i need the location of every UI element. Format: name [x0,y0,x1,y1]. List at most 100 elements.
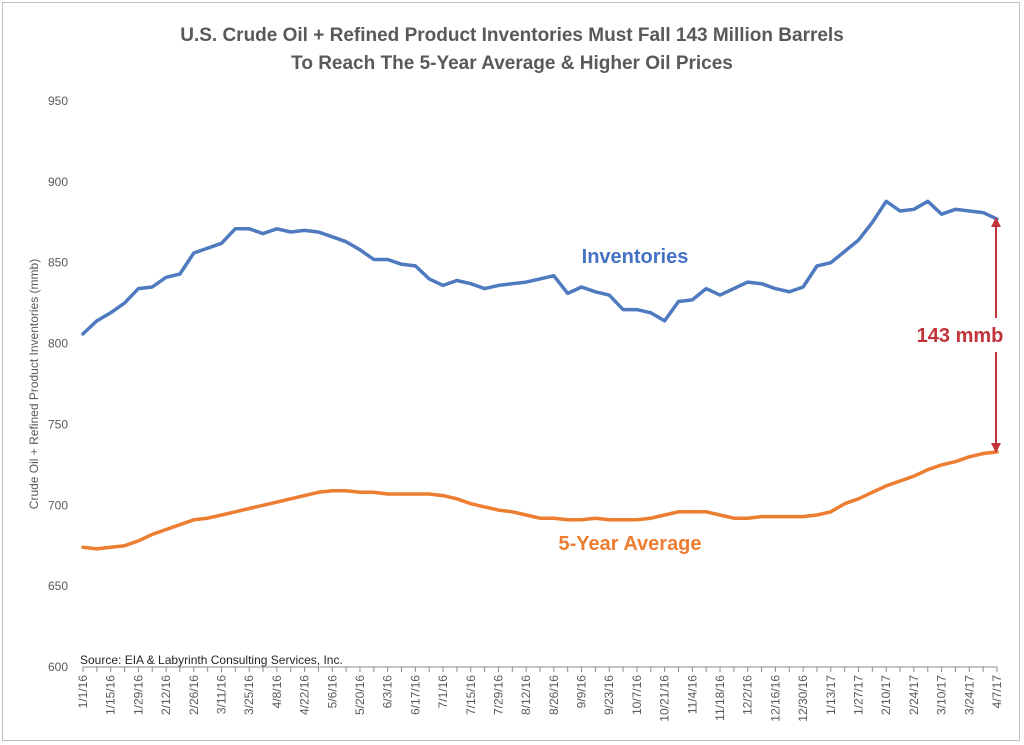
y-tick-label: 800 [48,337,68,351]
five-year-average-point [511,510,514,513]
inventories-point [95,319,99,323]
x-tick-label: 3/11/16 [214,675,228,714]
x-tick-label: 6/17/16 [408,675,422,715]
x-tick-label: 4/8/16 [270,675,284,709]
five-year-average-point [344,489,348,492]
inventories-point [732,287,736,290]
inventories-point [912,208,916,211]
five-year-average-point [428,492,431,496]
five-year-average-point [497,508,500,512]
five-year-average-point [968,455,971,458]
five-year-average-point [871,491,874,494]
inventories-point [843,250,846,253]
inventories-point [123,301,126,305]
x-tick-label: 1/29/16 [131,675,145,715]
inventories-point [344,240,348,243]
inventories-point [968,209,971,213]
five-year-average-point [566,518,569,522]
five-year-average-point [289,497,292,501]
average-series-label: 5-Year Average [558,533,701,555]
five-year-average-point [400,492,403,496]
five-year-average-point [857,497,860,501]
gap-label: 143 mmb [917,325,1004,347]
five-year-average-point [164,528,168,531]
inventories-point [995,217,999,221]
five-year-average-point [178,523,182,526]
chart-title: U.S. Crude Oil + Refined Product Invento… [0,22,1024,78]
inventories-line [81,199,999,336]
five-year-average-point [594,517,597,520]
inventories-point [81,332,85,336]
inventories-point [303,229,306,232]
inventories-point [954,208,957,211]
five-year-average-point [372,491,376,494]
five-year-average-point [441,494,445,497]
inventories-point [538,277,542,281]
inventories-point [428,277,431,281]
five-year-average-point [801,515,805,518]
five-year-average-point [469,502,472,505]
inventories-point [829,261,833,264]
inventories-point [663,319,666,323]
x-tick-label: 10/21/16 [658,675,672,722]
five-year-average-line [81,450,999,551]
chart-title-line1: U.S. Crude Oil + Refined Product Invento… [180,25,844,46]
inventories-point [178,272,182,276]
inventories-point [718,293,722,297]
inventories-point [469,282,472,285]
x-tick-label: 4/7/17 [990,675,1004,709]
inventories-point [815,264,819,268]
five-year-average-point [483,505,486,509]
inventories-point [511,282,514,285]
x-tick-label: 12/2/16 [741,675,755,715]
inventories-point [857,238,860,242]
inventories-point [483,287,486,290]
inventories-point [441,284,445,287]
five-year-average-point [663,513,666,517]
inventories-point [400,263,403,266]
inventories-point [677,300,680,303]
inventories-point [635,308,639,311]
x-tick-label: 5/6/16 [325,675,339,709]
x-tick-label: 2/26/16 [187,675,201,715]
x-tick-label: 5/20/16 [353,675,367,715]
inventories-point [275,227,279,230]
x-tick-label: 4/22/16 [298,675,312,715]
five-year-average-point [732,517,736,520]
y-tick-label: 950 [48,94,68,108]
five-year-average-point [386,492,389,496]
y-tick-label: 750 [48,417,68,431]
inventories-point [788,290,791,294]
inventories-point [649,311,652,315]
x-tick-label: 2/10/17 [879,675,893,715]
five-year-average-point [621,518,625,522]
five-year-average-point [995,450,999,454]
five-year-average-point [580,518,583,522]
inventories-point [926,200,929,203]
x-tick-label: 3/10/17 [935,675,949,715]
inventories-point [608,293,611,297]
inventories-point [594,290,597,294]
y-tick-label: 850 [48,256,68,270]
five-year-average-point [303,494,306,497]
x-tick-label: 12/30/16 [796,675,810,722]
inventories-point [358,248,362,251]
inventories-point [331,235,334,239]
five-year-average-point [538,517,542,520]
x-tick-label: 2/24/17 [907,675,921,715]
inventories-point [497,284,500,287]
x-tick-label: 7/1/16 [436,675,450,709]
five-year-average-point [898,479,902,483]
x-tick-label: 11/4/16 [685,675,699,714]
inventories-point [580,285,583,289]
five-year-average-point [261,504,265,507]
source-note: Source: EIA & Labyrinth Consulting Servi… [80,653,343,667]
five-year-average-point [524,513,528,517]
y-tick-label: 650 [48,579,68,593]
inventories-point [940,213,943,216]
inventories-point [524,280,528,284]
five-year-average-point [635,518,639,522]
inventories-point [164,276,168,279]
